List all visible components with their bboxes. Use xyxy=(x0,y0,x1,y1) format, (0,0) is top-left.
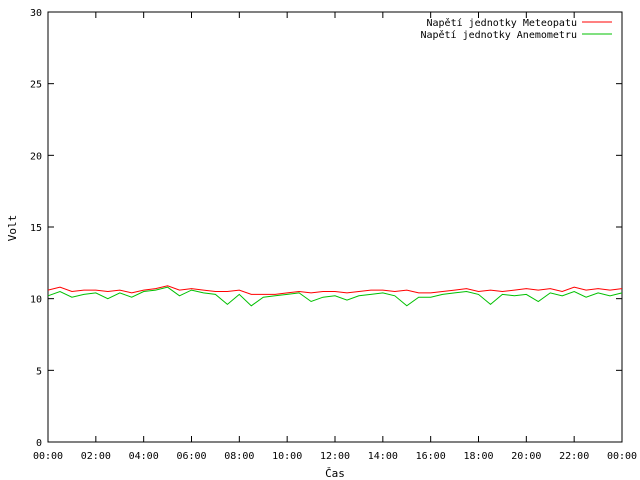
x-tick-label: 18:00 xyxy=(463,451,493,462)
y-tick-label: 15 xyxy=(30,223,42,234)
y-axis-title: Volt xyxy=(6,215,19,242)
series-line-1 xyxy=(47,286,623,307)
y-tick-label: 20 xyxy=(30,151,42,162)
x-tick-label: 00:00 xyxy=(607,451,637,462)
x-tick-label: 16:00 xyxy=(416,451,446,462)
x-tick-label: 02:00 xyxy=(81,451,111,462)
y-tick-label: 0 xyxy=(36,438,42,449)
y-tick-label: 5 xyxy=(36,366,42,377)
y-axis: 0 5 10 15 20 25 30 xyxy=(30,8,622,449)
x-tick-label: 22:00 xyxy=(559,451,589,462)
series-lines xyxy=(47,285,623,307)
x-tick-label: 04:00 xyxy=(129,451,159,462)
x-tick-label: 06:00 xyxy=(176,451,206,462)
plot-frame xyxy=(47,11,623,443)
legend-label-0: Napětí jednotky Meteopatu xyxy=(426,17,577,29)
y-tick-label: 30 xyxy=(30,8,42,19)
x-axis-title: Čas xyxy=(325,467,345,480)
x-tick-label: 12:00 xyxy=(320,451,350,462)
y-tick-label: 10 xyxy=(30,295,42,306)
x-tick-label: 08:00 xyxy=(224,451,254,462)
x-tick-label: 10:00 xyxy=(272,451,302,462)
x-tick-label: 00:00 xyxy=(33,451,63,462)
legend-label-1: Napětí jednotky Anemometru xyxy=(420,29,577,41)
series-line-0 xyxy=(47,285,623,295)
x-tick-label: 14:00 xyxy=(368,451,398,462)
x-axis: 00:00 02:00 04:00 06:00 08:00 10:00 12:00 14:00… xyxy=(33,12,637,462)
x-tick-label: 20:00 xyxy=(511,451,541,462)
y-tick-label: 25 xyxy=(30,80,42,91)
